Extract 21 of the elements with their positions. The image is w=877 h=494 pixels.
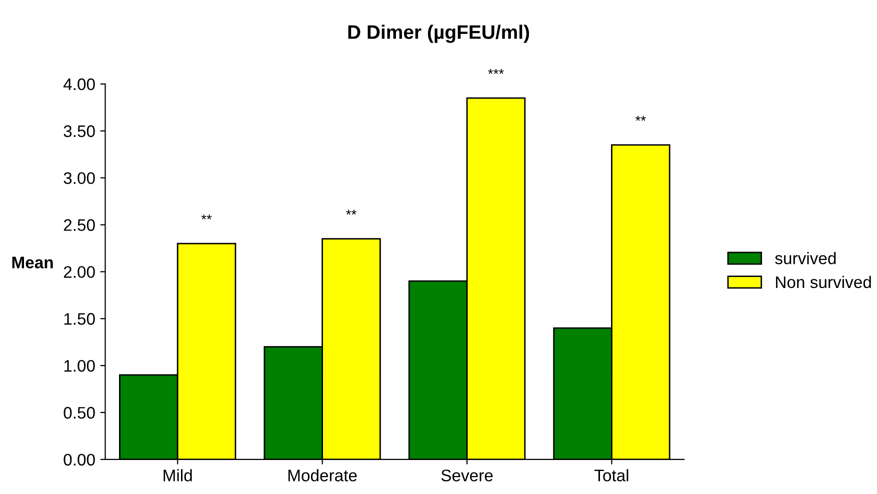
y-tick-label: 3.50 bbox=[64, 125, 95, 138]
y-tick-label: 2.00 bbox=[64, 266, 95, 278]
y-tick-label: 4.00 bbox=[63, 78, 95, 90]
x-tick-label: Mild bbox=[164, 469, 192, 482]
y-tick-label: 3.00 bbox=[64, 172, 95, 184]
annotation: ** bbox=[635, 116, 646, 121]
x-tick-label: Total bbox=[594, 469, 628, 482]
legend-label: survived bbox=[775, 252, 836, 264]
legend-label: Non survived bbox=[776, 276, 871, 288]
annotation: ** bbox=[346, 210, 356, 215]
annotation: ** bbox=[201, 214, 212, 220]
x-tick-label: Severe bbox=[441, 470, 493, 482]
x-tick-label: Moderate bbox=[288, 469, 357, 482]
y-tick-label: 1.50 bbox=[64, 313, 95, 325]
chart-title: D Dimer (µgFEU/ml) bbox=[348, 24, 530, 43]
y-tick-label: 0.00 bbox=[64, 454, 95, 466]
text: *** bbox=[488, 68, 504, 74]
y-tick-label: 0.50 bbox=[64, 406, 95, 419]
y-tick-label: 1.00 bbox=[64, 360, 95, 372]
y-axis-title: Mean bbox=[12, 256, 53, 268]
y-tick-label: 2.50 bbox=[64, 219, 95, 231]
